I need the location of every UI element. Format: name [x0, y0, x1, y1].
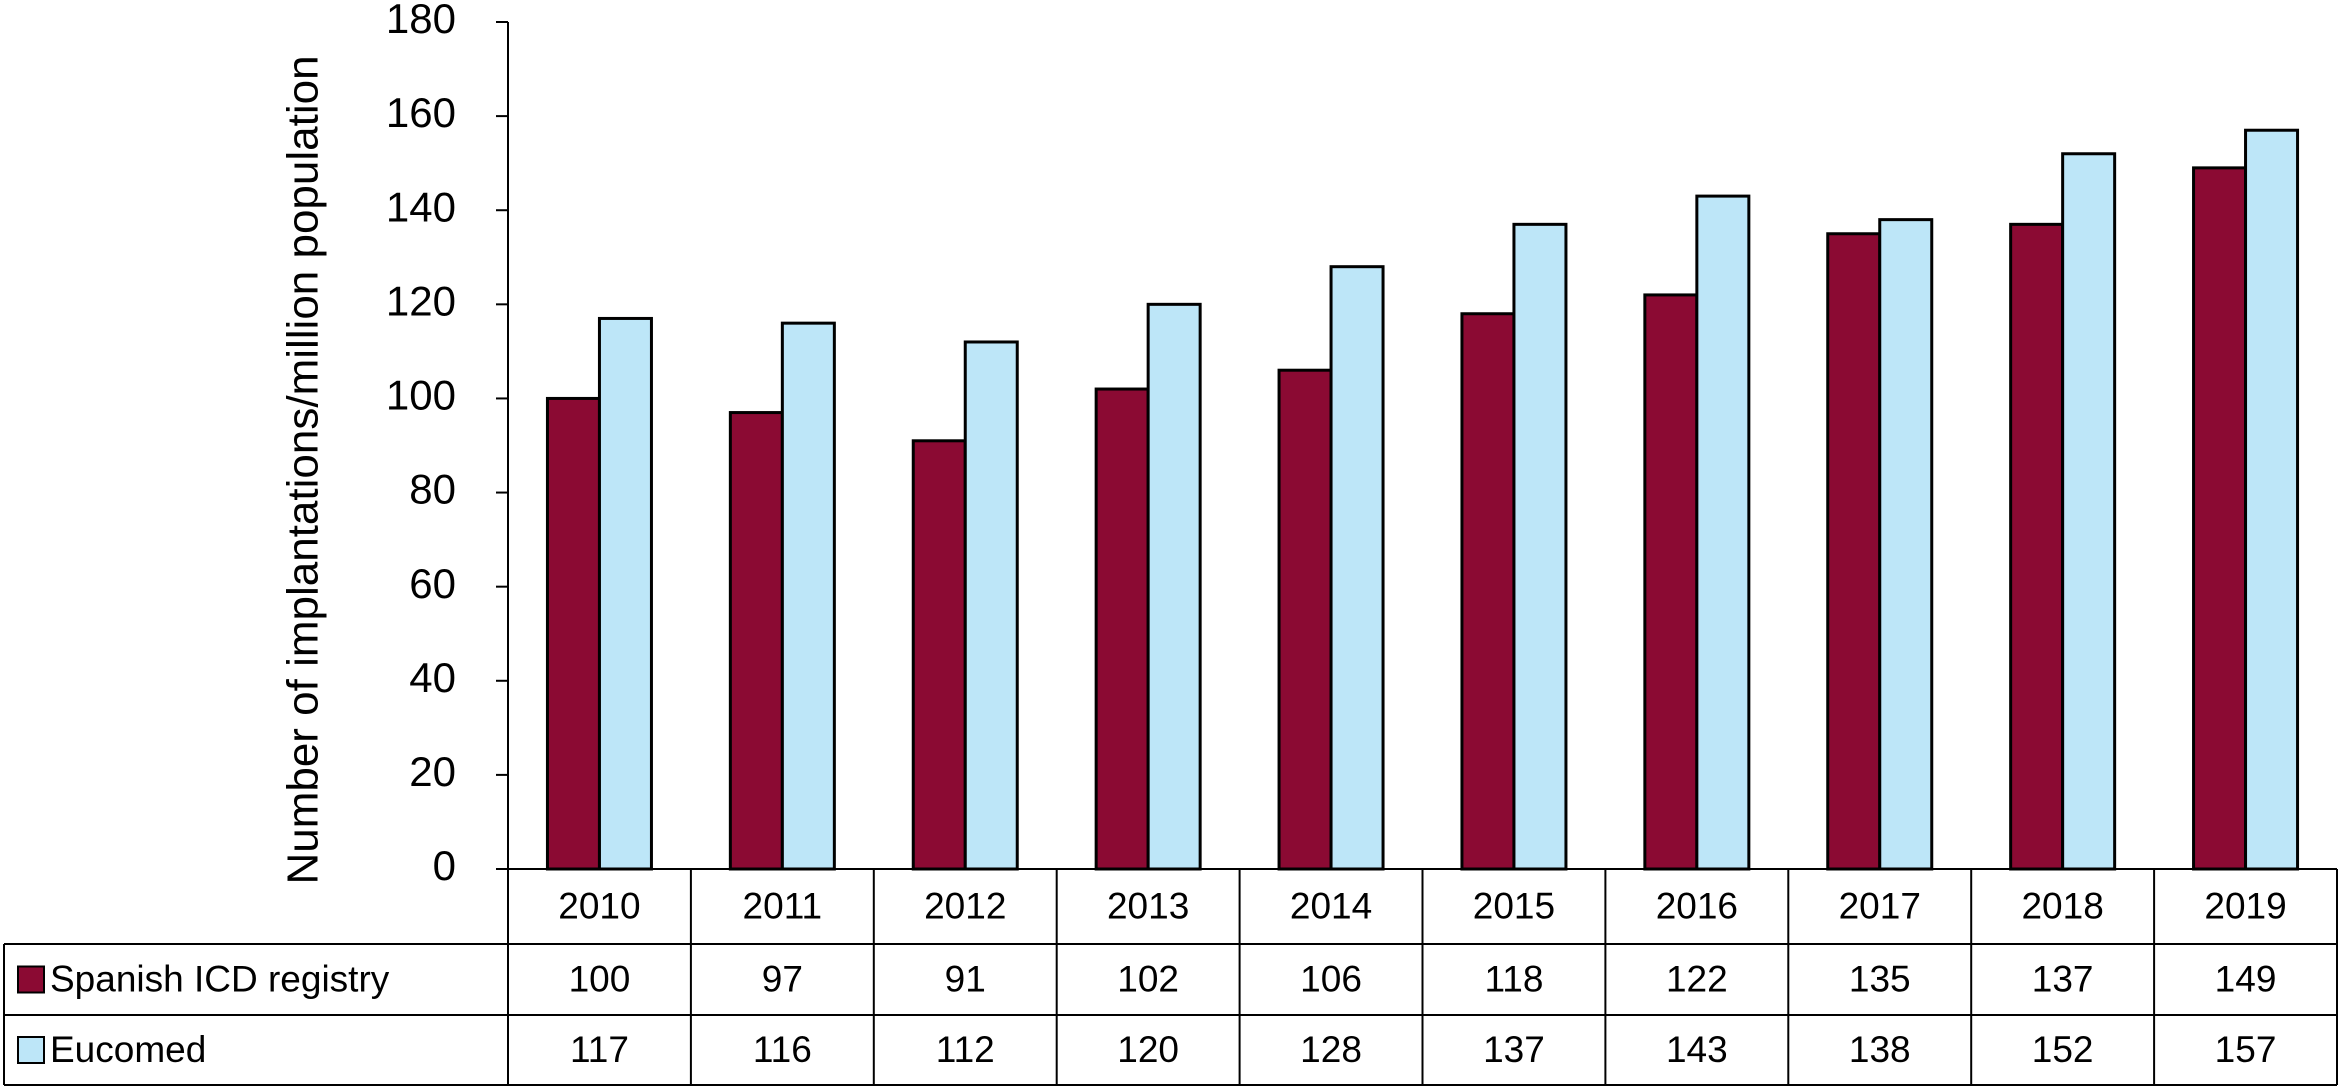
- table-value: 91: [945, 958, 986, 999]
- bar: [963, 340, 1019, 871]
- bar: [2009, 222, 2065, 871]
- table-value: 112: [936, 1029, 995, 1070]
- y-tick-label: 60: [409, 560, 456, 607]
- y-tick-label: 160: [386, 89, 456, 136]
- legend-label: Eucomed: [50, 1029, 206, 1070]
- y-tick-label: 20: [409, 748, 456, 795]
- table-value: 138: [1849, 1029, 1911, 1070]
- bar: [1277, 368, 1333, 871]
- legend-label: Spanish ICD registry: [50, 958, 390, 999]
- table-value: 137: [2032, 958, 2094, 999]
- table-value: 137: [1483, 1029, 1545, 1070]
- bar: [1826, 232, 1882, 871]
- bar: [1146, 302, 1202, 871]
- table-value: 100: [569, 958, 631, 999]
- y-tick-label: 140: [386, 183, 456, 230]
- y-tick-label: 0: [433, 842, 456, 889]
- x-tick-label: 2013: [1107, 885, 1189, 926]
- bar: [1094, 387, 1150, 871]
- x-tick-label: 2014: [1290, 885, 1372, 926]
- bar: [2061, 152, 2117, 871]
- table-value: 143: [1666, 1029, 1728, 1070]
- x-tick-label: 2016: [1656, 885, 1738, 926]
- table-value: 106: [1300, 958, 1362, 999]
- x-tick-label: 2010: [558, 885, 640, 926]
- bar: [780, 321, 836, 871]
- table-value: 149: [2215, 958, 2277, 999]
- legend-swatch: [17, 965, 45, 994]
- x-tick-label: 2018: [2021, 885, 2103, 926]
- bar: [1512, 222, 1568, 871]
- x-tick-label: 2012: [924, 885, 1006, 926]
- bar: [2192, 166, 2248, 871]
- y-tick-label: 40: [409, 654, 456, 701]
- y-axis-label: Number of implantations/million populati…: [279, 55, 328, 884]
- bar: [1695, 194, 1751, 871]
- table-value: 97: [762, 958, 803, 999]
- x-tick-label: 2017: [1839, 885, 1921, 926]
- bar: [597, 316, 653, 871]
- table-value: 120: [1117, 1029, 1179, 1070]
- x-tick-label: 2015: [1473, 885, 1555, 926]
- bar: [2244, 128, 2300, 871]
- y-tick-label: 100: [386, 372, 456, 419]
- y-tick-label: 80: [409, 466, 456, 513]
- x-tick-label: 2011: [743, 885, 823, 926]
- table-value: 152: [2032, 1029, 2094, 1070]
- table-value: 135: [1849, 958, 1911, 999]
- table-value: 117: [570, 1029, 629, 1070]
- y-tick-label: 180: [386, 0, 456, 42]
- table-value: 128: [1300, 1029, 1362, 1070]
- table-value: 122: [1666, 958, 1728, 999]
- table-value: 118: [1484, 958, 1543, 999]
- bar: [911, 439, 967, 871]
- bar: [728, 411, 784, 871]
- legend-swatch: [17, 1036, 45, 1064]
- bar: [545, 396, 601, 871]
- bar: [1643, 293, 1699, 871]
- bar: [1460, 312, 1516, 871]
- bar: [1878, 218, 1934, 871]
- bar: [1329, 265, 1385, 871]
- table-value: 102: [1117, 958, 1179, 999]
- table-value: 116: [753, 1029, 812, 1070]
- table-value: 157: [2215, 1029, 2277, 1070]
- x-tick-label: 2019: [2204, 885, 2286, 926]
- y-tick-label: 120: [386, 277, 456, 324]
